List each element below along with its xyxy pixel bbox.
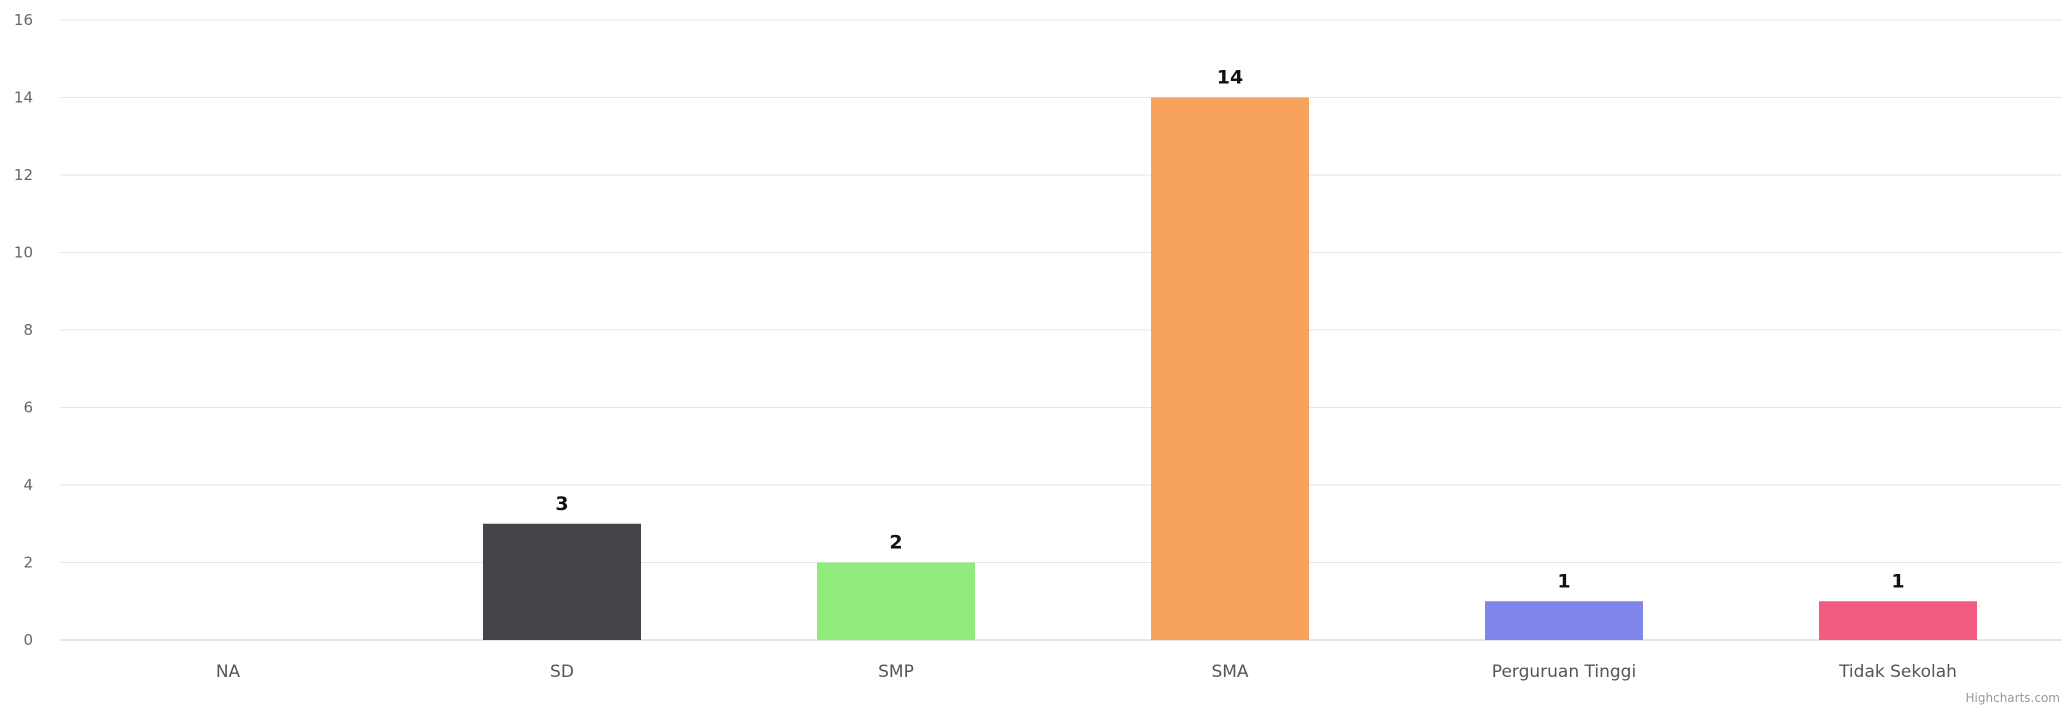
x-axis: NA SD SMP SMA Perguruan Tinggi Tidak Sekolah [216,662,1957,682]
data-label: 2 [889,532,902,554]
bar[interactable] [483,523,641,640]
y-axis: 0 2 4 6 8 10 12 14 16 [14,11,33,649]
y-tick-label: 16 [14,11,33,29]
gridlines [60,19,2062,641]
x-tick-label: NA [216,662,241,682]
bar[interactable] [817,562,975,641]
data-label: 1 [1891,570,1904,592]
y-tick-label: 2 [23,554,33,572]
y-tick-label: 14 [14,89,33,107]
y-tick-label: 8 [23,321,33,339]
bars [483,97,1977,641]
bar[interactable] [1151,97,1309,641]
x-tick-label: SMA [1211,662,1248,682]
x-tick-label: SMP [878,662,914,682]
data-label: 14 [1217,67,1243,89]
y-tick-label: 4 [23,476,33,494]
bar[interactable] [1819,601,1977,640]
y-tick-label: 6 [23,399,33,417]
x-tick-label: Tidak Sekolah [1838,662,1957,682]
x-tick-label: Perguruan Tinggi [1492,662,1636,682]
data-labels: 3 2 14 1 1 [555,67,1904,593]
y-tick-label: 0 [23,631,33,649]
x-tick-label: SD [550,662,574,682]
data-label: 3 [555,493,568,515]
bar[interactable] [1485,601,1643,640]
data-label: 1 [1557,570,1570,592]
y-tick-label: 12 [14,166,33,184]
chart-credit-link[interactable]: Highcharts.com [1966,691,2060,705]
y-tick-label: 10 [14,244,33,262]
